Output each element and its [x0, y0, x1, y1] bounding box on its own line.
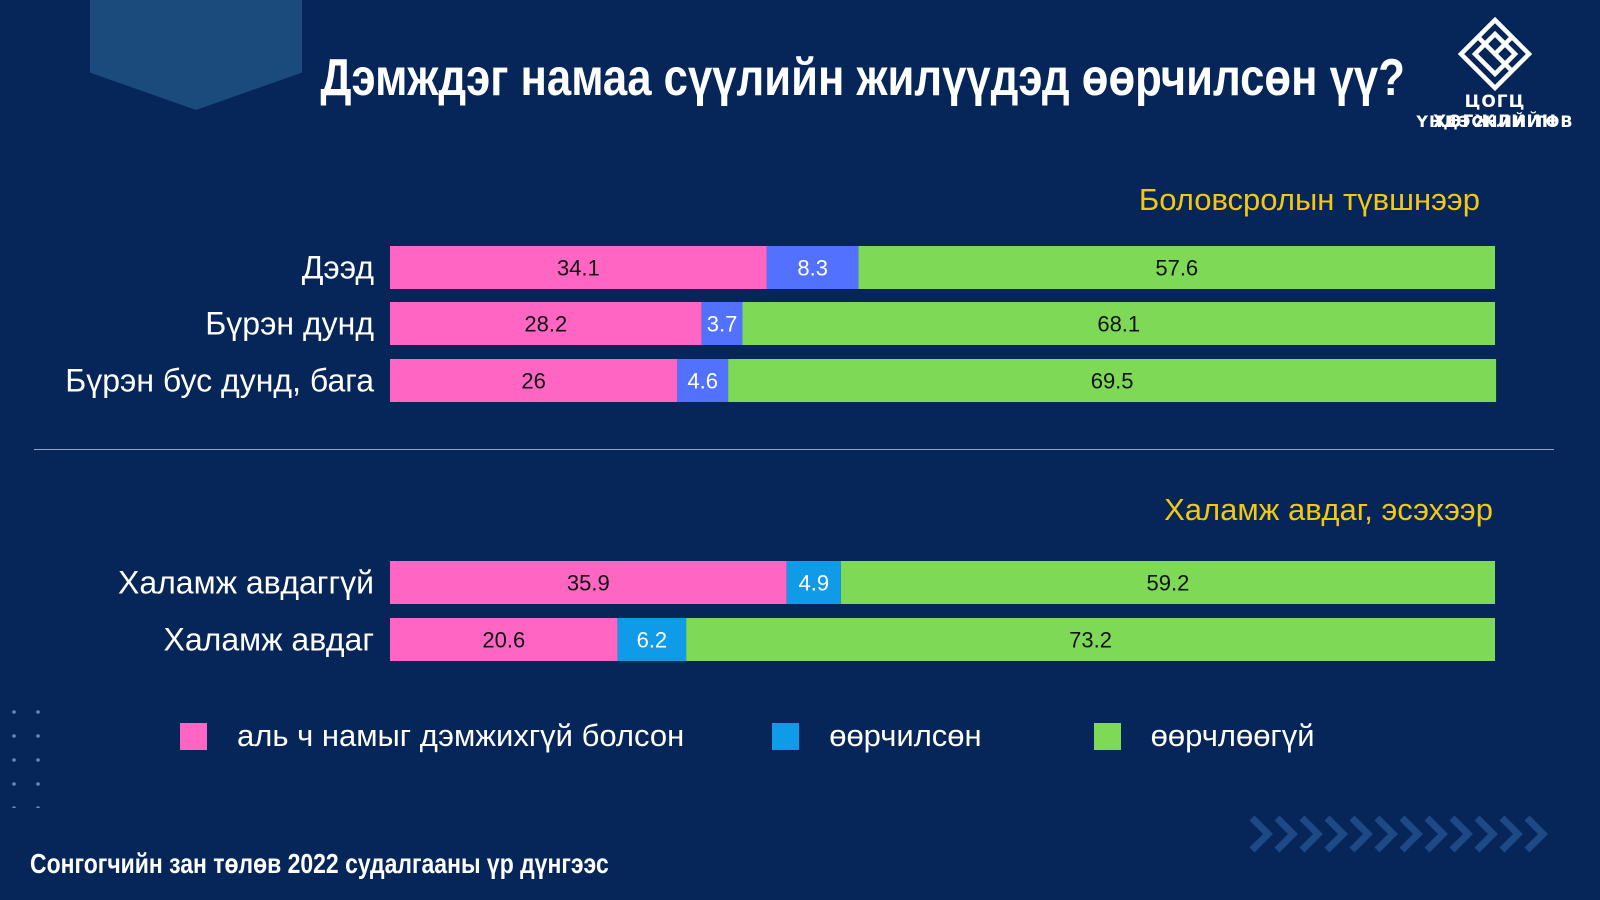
bar-segment-not-changed	[742, 302, 1495, 345]
bar-segment-not-changed	[728, 359, 1497, 402]
chevron-icon	[1524, 815, 1548, 853]
data-label: 8.3	[797, 256, 828, 281]
data-label: 4.9	[798, 571, 829, 596]
chevron-icon	[1424, 815, 1448, 853]
legend-label: өөрчилсөн	[829, 718, 982, 753]
data-label: 26	[521, 369, 545, 394]
chevron-icon	[1274, 815, 1298, 853]
chevron-icon	[1324, 815, 1348, 853]
data-label: 69.5	[1091, 369, 1134, 394]
data-label: 20.6	[482, 628, 525, 653]
decorative-dot-grid	[0, 698, 60, 808]
data-label: 6.2	[637, 628, 668, 653]
data-label: 4.6	[687, 369, 718, 394]
bar-segment-changed	[786, 561, 841, 604]
section-title-welfare: Халамж авдаг, эсэхээр	[1164, 492, 1493, 527]
legend-swatch-pink	[180, 722, 207, 750]
chevron-icon	[1299, 815, 1323, 853]
footer-source: Сонгогчийн зан төлөв 2022 судалгааны үр …	[30, 848, 609, 879]
bar-segment-changed	[677, 359, 729, 402]
category-label: Дээд	[302, 250, 375, 286]
bar-segment-not-changed	[686, 618, 1495, 661]
logo: ЦОГЦ ХӨГЖЛИЙН ҮНДЭСНИЙ ТӨВ	[1400, 16, 1590, 132]
category-label: Халамж авдаг	[164, 622, 374, 658]
category-label: Халамж авдаггүй	[118, 565, 374, 601]
data-label: 73.2	[1069, 628, 1112, 653]
chevron-icon	[1474, 815, 1498, 853]
chevron-icon	[1249, 815, 1273, 853]
data-label: 35.9	[567, 571, 610, 596]
chevron-icon	[1374, 815, 1398, 853]
data-label: 57.6	[1155, 256, 1198, 281]
section-title-education: Боловсролын түвшнээр	[1138, 182, 1480, 217]
chevron-icon	[1349, 815, 1373, 853]
logo-text-line1: ЦОГЦ ХӨГЖЛИЙН	[1432, 92, 1557, 132]
bar-segment-no-support	[390, 618, 618, 661]
legend-swatch-green	[1093, 722, 1121, 750]
data-label: 68.1	[1097, 312, 1140, 337]
legend-item-changed: өөрчилсөн	[772, 718, 982, 754]
page-title: Дэмждэг намаа сүүлийн жилүүдэд өөрчилсөн…	[320, 49, 1405, 107]
legend-item-no-support: аль ч намыг дэмжихгүй болсон	[180, 718, 684, 754]
category-label: Бүрэн дунд	[205, 306, 374, 342]
bar-segment-no-support	[390, 359, 678, 402]
category-label: Бүрэн бус дунд, бага	[65, 363, 374, 399]
bar-segment-no-support	[390, 246, 767, 289]
bar-segment-changed	[617, 618, 687, 661]
bar-segment-no-support	[390, 561, 787, 604]
legend-label: аль ч намыг дэмжихгүй болсон	[237, 718, 685, 753]
diamond-emblem-icon	[1457, 16, 1533, 92]
chevron-icon	[1399, 815, 1423, 853]
bar-segment-not-changed	[840, 561, 1495, 604]
data-label: 34.1	[557, 256, 600, 281]
bar-segment-not-changed	[858, 246, 1495, 289]
section-divider	[34, 449, 1554, 450]
legend-label: өөрчлөөгүй	[1150, 718, 1315, 753]
decorative-chevrons	[1249, 815, 1548, 853]
bar-segment-changed	[701, 302, 743, 345]
legend: аль ч намыг дэмжихгүй болсон өөрчилсөн ө…	[180, 718, 1315, 754]
legend-item-not-changed: өөрчлөөгүй	[1093, 718, 1315, 754]
data-label: 59.2	[1147, 571, 1190, 596]
logo-text-line2: ҮНДЭСНИЙ ТӨВ	[1416, 112, 1574, 131]
legend-swatch-blue	[772, 722, 800, 750]
data-label: 3.7	[707, 312, 738, 337]
bar-segment-changed	[766, 246, 859, 289]
chevron-icon	[1499, 815, 1523, 853]
bar-segment-no-support	[390, 302, 702, 345]
chevron-icon	[1449, 815, 1473, 853]
data-label: 28.2	[524, 312, 567, 337]
